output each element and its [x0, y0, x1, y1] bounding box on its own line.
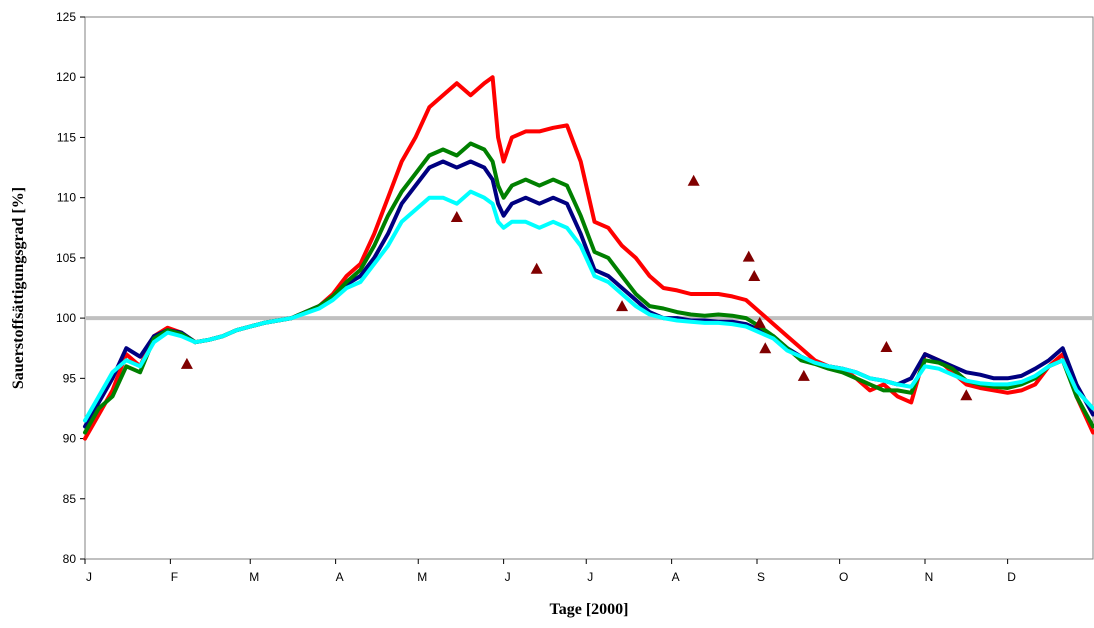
x-tick-label: J	[587, 570, 593, 584]
triangle-marker	[759, 342, 772, 354]
triangle-marker	[797, 369, 810, 381]
x-tick-label: A	[336, 570, 344, 584]
x-tick-label: F	[171, 570, 178, 584]
y-tick-label: 80	[63, 552, 77, 566]
x-tick-label: J	[86, 570, 92, 584]
triangle-marker	[742, 250, 755, 262]
y-tick-label: 100	[56, 311, 76, 325]
y-tick-label: 95	[63, 371, 77, 385]
x-tick-label: O	[839, 570, 848, 584]
y-axis: 80 85 90 95 100 105 110 115 120 125	[56, 10, 85, 566]
x-tick-label: J	[505, 570, 511, 584]
triangle-marker	[960, 389, 973, 401]
x-tick-label: N	[925, 570, 934, 584]
x-tick-label: M	[249, 570, 259, 584]
triangle-marker	[748, 269, 761, 281]
triangle-marker	[616, 300, 629, 312]
x-tick-label: M	[417, 570, 427, 584]
y-tick-label: 90	[63, 432, 77, 446]
triangle-marker	[687, 174, 700, 186]
triangle-marker	[180, 357, 193, 369]
x-tick-label: S	[757, 570, 765, 584]
x-axis-title: Tage [2000]	[550, 601, 629, 618]
y-tick-label: 85	[63, 492, 77, 506]
x-tick-label: D	[1007, 570, 1016, 584]
y-tick-label: 110	[57, 191, 76, 205]
x-tick-label: A	[672, 570, 680, 584]
series-layer	[83, 75, 1094, 441]
y-tick-label: 105	[56, 251, 76, 265]
triangle-marker	[450, 210, 463, 222]
triangle-marker	[753, 316, 766, 328]
y-tick-label: 125	[56, 10, 76, 24]
series-line-4	[83, 189, 1094, 423]
y-axis-title: Sauerstoffsättigungsgrad [%]	[10, 187, 27, 389]
y-tick-label: 115	[57, 130, 76, 144]
marker-layer	[180, 174, 973, 401]
y-tick-label: 120	[56, 70, 76, 84]
triangle-marker	[880, 341, 893, 353]
plot-area	[84, 16, 1094, 560]
triangle-marker	[530, 262, 543, 274]
